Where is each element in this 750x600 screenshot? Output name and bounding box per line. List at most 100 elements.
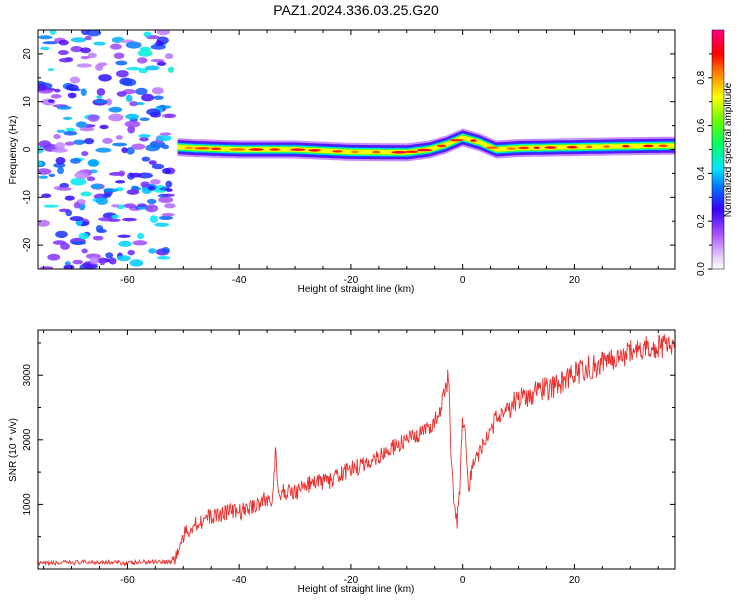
noise-blob xyxy=(64,261,71,266)
noise-blob xyxy=(89,256,100,265)
noise-blob xyxy=(58,208,70,213)
noise-blob xyxy=(135,87,148,96)
noise-blob xyxy=(115,135,123,140)
noise-blob xyxy=(149,179,161,185)
signal-peak xyxy=(603,145,610,148)
noise-blob xyxy=(161,247,170,254)
noise-blob xyxy=(95,225,104,233)
noise-blob xyxy=(47,68,55,72)
noise-blob xyxy=(161,144,170,150)
noise-blob xyxy=(81,248,88,254)
spectrogram-y-tick-label: -20 xyxy=(22,237,33,252)
noise-blob xyxy=(99,257,106,266)
noise-blob xyxy=(86,30,102,37)
noise-blob xyxy=(111,204,120,208)
signal-peak xyxy=(643,144,654,148)
signal-peak xyxy=(449,138,464,142)
noise-blob xyxy=(52,147,68,153)
noise-blob xyxy=(145,204,159,213)
noise-blob xyxy=(48,173,56,177)
noise-blob xyxy=(74,171,90,179)
noise-blob xyxy=(126,66,142,71)
snr-x-axis-label: Height of straight line (km) xyxy=(298,584,415,595)
spectrogram-y-tick-label: 10 xyxy=(22,96,33,108)
noise-blob xyxy=(158,215,174,221)
noise-blob xyxy=(57,50,69,56)
noise-blob xyxy=(80,55,90,60)
figure-title: PAZ1.2024.336.03.25.G20 xyxy=(273,2,439,18)
noise-blob xyxy=(155,40,163,47)
noise-blob xyxy=(126,147,135,155)
noise-blob xyxy=(67,92,77,99)
noise-blob xyxy=(125,41,142,49)
noise-blob xyxy=(98,74,112,82)
noise-blob xyxy=(143,31,152,38)
signal-peak xyxy=(290,148,306,151)
noise-blob xyxy=(144,65,160,71)
noise-blob xyxy=(70,45,83,53)
noise-blob xyxy=(53,162,66,168)
noise-blob xyxy=(92,235,104,241)
noise-blob xyxy=(84,35,92,41)
noise-blob xyxy=(47,253,61,261)
noise-blob xyxy=(73,201,80,209)
noise-blob xyxy=(64,141,75,146)
noise-blob xyxy=(76,121,87,128)
noise-blob xyxy=(57,186,72,191)
noise-blob xyxy=(69,216,84,222)
noise-blob xyxy=(108,257,117,265)
spectrogram-y-tick-label: 0 xyxy=(22,146,33,152)
noise-blob xyxy=(96,88,106,96)
noise-blob xyxy=(137,203,147,208)
noise-blob xyxy=(138,68,149,74)
noise-blob xyxy=(63,131,78,136)
spectrogram-x-tick-label: 20 xyxy=(569,275,581,286)
noise-blob xyxy=(84,137,95,145)
noise-blob xyxy=(161,213,175,217)
snr-y-tick-label: 3000 xyxy=(22,364,33,387)
noise-blob xyxy=(116,91,127,97)
noise-blob xyxy=(55,230,68,239)
noise-blob xyxy=(76,63,93,68)
noise-blob xyxy=(40,46,50,51)
noise-blob xyxy=(129,101,139,107)
noise-blob xyxy=(123,203,137,209)
noise-blob xyxy=(156,30,171,36)
noise-blob xyxy=(87,52,97,59)
noise-blob xyxy=(94,99,109,104)
noise-blob xyxy=(105,252,114,259)
noise-blob xyxy=(162,193,175,197)
noise-blob xyxy=(126,189,140,195)
noise-blob xyxy=(108,113,124,122)
noise-blob xyxy=(137,232,145,240)
signal-peak xyxy=(391,151,407,154)
noise-blob xyxy=(164,113,177,119)
signal-peak xyxy=(194,147,211,150)
noise-blob xyxy=(127,125,136,134)
noise-blob xyxy=(96,95,103,99)
noise-blob xyxy=(102,137,113,144)
noise-blob xyxy=(103,188,119,193)
snr-y-axis-label: SNR (10 * v/v) xyxy=(8,418,19,482)
noise-blob xyxy=(38,140,52,148)
noise-blob xyxy=(137,172,153,179)
noise-blob xyxy=(87,159,100,167)
noise-blob xyxy=(118,170,126,177)
noise-blob xyxy=(47,99,55,103)
signal-peak xyxy=(518,146,529,150)
noise-blob xyxy=(167,66,175,73)
noise-blob xyxy=(99,124,109,130)
noise-blob xyxy=(136,57,148,64)
snr-axes: -60 -40 -20 0 20 1000 2000 3000 xyxy=(22,330,675,586)
noise-blob xyxy=(121,147,128,154)
snr-x-tick-label: -60 xyxy=(120,575,135,586)
noise-blob xyxy=(70,37,87,43)
noise-blob xyxy=(141,93,155,102)
noise-blob xyxy=(122,217,137,222)
noise-blob xyxy=(138,133,151,138)
spectrogram-x-tick-label: -40 xyxy=(232,275,247,286)
spectrogram-plot-area xyxy=(38,30,675,269)
noise-blob xyxy=(132,240,148,246)
noise-blob xyxy=(150,59,165,63)
noise-blob xyxy=(146,108,161,116)
